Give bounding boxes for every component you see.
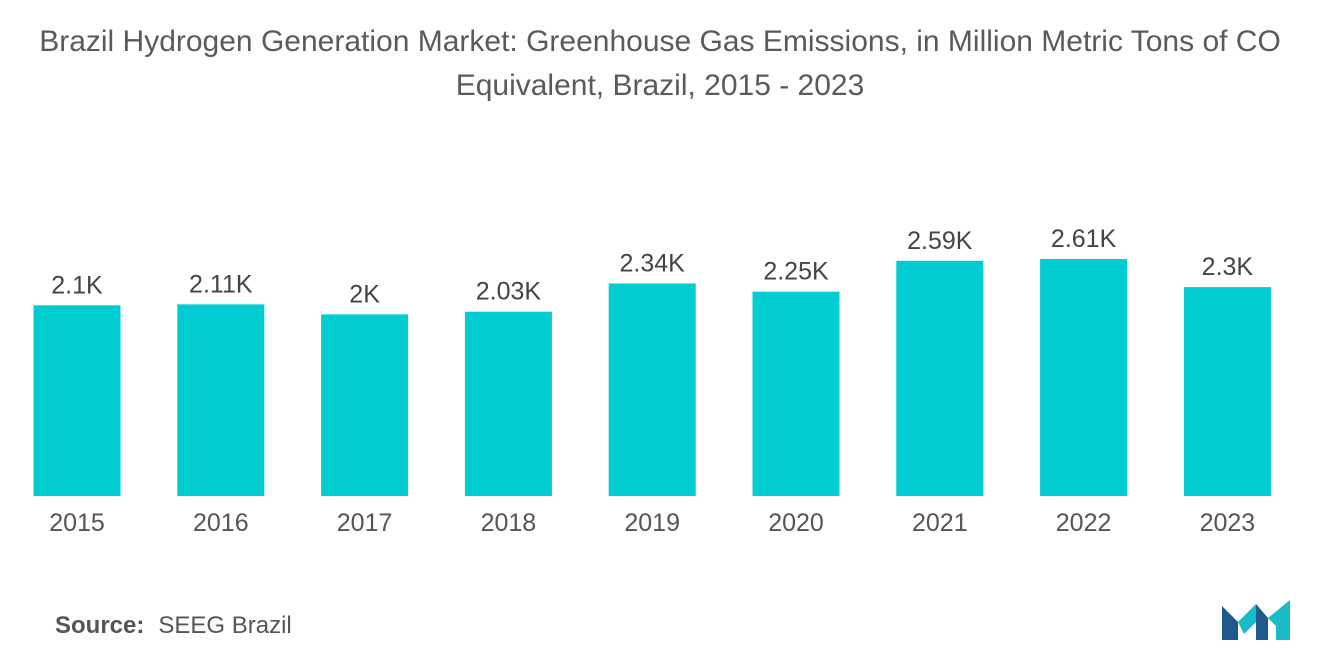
bar-chart: 2.1K 2015 2.11K 2016 2K 2017 2.03K 2018 2.34K 201… bbox=[33, 225, 1271, 537]
x-tick-label-2015: 2015 bbox=[49, 509, 105, 537]
data-label-2015: 2.1K bbox=[51, 271, 103, 299]
bar-2020 bbox=[752, 291, 840, 496]
data-label-2022: 2.61K bbox=[1051, 225, 1117, 253]
source-note: Source: SEEG Brazil bbox=[55, 612, 292, 640]
bar-2015 bbox=[33, 305, 121, 496]
data-label-2018: 2.03K bbox=[476, 278, 542, 306]
x-tick-label-2023: 2023 bbox=[1200, 509, 1256, 537]
data-label-2016: 2.11K bbox=[189, 270, 253, 298]
data-label-2017: 2K bbox=[349, 280, 380, 308]
x-tick-label-2020: 2020 bbox=[768, 509, 824, 537]
bar-2017 bbox=[321, 314, 409, 496]
x-tick-label-2019: 2019 bbox=[624, 509, 680, 537]
source-label: Source: bbox=[55, 612, 145, 639]
bar-2021 bbox=[896, 260, 984, 496]
mordor-intelligence-logo bbox=[1222, 600, 1290, 640]
x-tick-label-2018: 2018 bbox=[481, 509, 537, 537]
source-value: SEEG Brazil bbox=[158, 612, 292, 639]
bar-2018 bbox=[464, 311, 552, 496]
bar-2019 bbox=[608, 283, 696, 496]
data-label-2019: 2.34K bbox=[620, 250, 686, 278]
data-label-2021: 2.59K bbox=[907, 227, 973, 255]
data-label-2020: 2.25K bbox=[763, 258, 829, 286]
x-tick-label-2022: 2022 bbox=[1056, 509, 1112, 537]
bar-2022 bbox=[1040, 259, 1128, 496]
x-tick-label-2021: 2021 bbox=[912, 509, 968, 537]
data-label-2023: 2.3K bbox=[1202, 253, 1254, 281]
bar-2016 bbox=[177, 304, 265, 496]
bar-2023 bbox=[1183, 287, 1271, 496]
x-tick-label-2017: 2017 bbox=[337, 509, 393, 537]
chart-title: Brazil Hydrogen Generation Market: Green… bbox=[39, 25, 1281, 102]
x-tick-label-2016: 2016 bbox=[193, 509, 249, 537]
